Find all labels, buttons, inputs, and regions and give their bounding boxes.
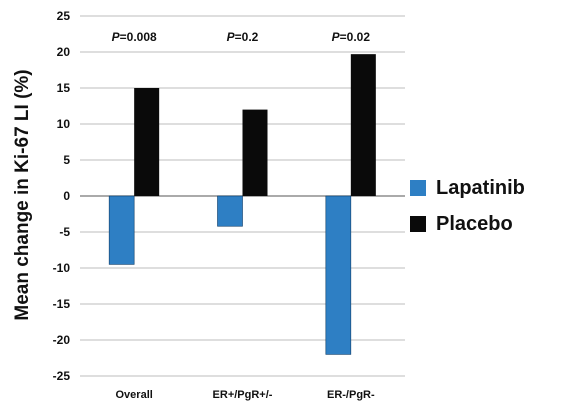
y-tick-label: -15 xyxy=(53,297,71,311)
y-tick-label: 5 xyxy=(63,153,70,167)
x-category-labels: Overall ER+/PgR+/- ER-/PgR- xyxy=(116,389,375,401)
y-tick-label: -10 xyxy=(53,261,71,275)
x-category-label: ER-/PgR- xyxy=(327,389,375,401)
legend-swatch-placebo xyxy=(410,216,426,232)
p-value-annotations: P=0.008 P=0.2 P=0.02 xyxy=(112,30,371,44)
p-value: =0.008 xyxy=(120,30,157,44)
y-tick-labels: 25 20 15 10 5 0 -5 -10 -15 -20 -25 xyxy=(53,9,71,383)
legend-label-placebo: Placebo xyxy=(436,212,513,235)
legend: Lapatinib Placebo xyxy=(410,170,525,242)
x-category-label: ER+/PgR+/- xyxy=(213,389,273,401)
legend-swatch-lapatinib xyxy=(410,180,426,196)
y-tick-label: 20 xyxy=(57,45,71,59)
y-tick-label: 15 xyxy=(57,81,71,95)
p-value-annotation: P=0.008 xyxy=(112,30,157,44)
y-tick-label: 10 xyxy=(57,117,71,131)
p-value-annotation: P=0.2 xyxy=(227,30,259,44)
bar-lapatinib-2 xyxy=(325,195,352,355)
legend-item-lapatinib: Lapatinib xyxy=(410,170,525,206)
p-label: P xyxy=(112,30,121,44)
bar-placebo-1 xyxy=(242,109,268,196)
bar-placebo-2 xyxy=(350,54,376,196)
p-label: P xyxy=(332,30,341,44)
bars xyxy=(108,54,376,355)
legend-item-placebo: Placebo xyxy=(410,206,525,242)
p-value: =0.2 xyxy=(235,30,259,44)
legend-label-lapatinib: Lapatinib xyxy=(436,176,525,199)
y-tick-label: 25 xyxy=(57,9,71,23)
p-value: =0.02 xyxy=(340,30,371,44)
y-axis-label: Mean change in Ki-67 LI (%) xyxy=(12,69,33,320)
bar-placebo-0 xyxy=(134,88,160,196)
x-category-label: Overall xyxy=(116,389,153,401)
p-label: P xyxy=(227,30,236,44)
y-tick-label: -20 xyxy=(53,333,71,347)
y-tick-label: 0 xyxy=(63,189,70,203)
y-tick-label: -5 xyxy=(59,225,70,239)
bar-lapatinib-1 xyxy=(217,195,243,227)
y-tick-label: -25 xyxy=(53,369,71,383)
bar-lapatinib-0 xyxy=(108,195,135,265)
p-value-annotation: P=0.02 xyxy=(332,30,371,44)
